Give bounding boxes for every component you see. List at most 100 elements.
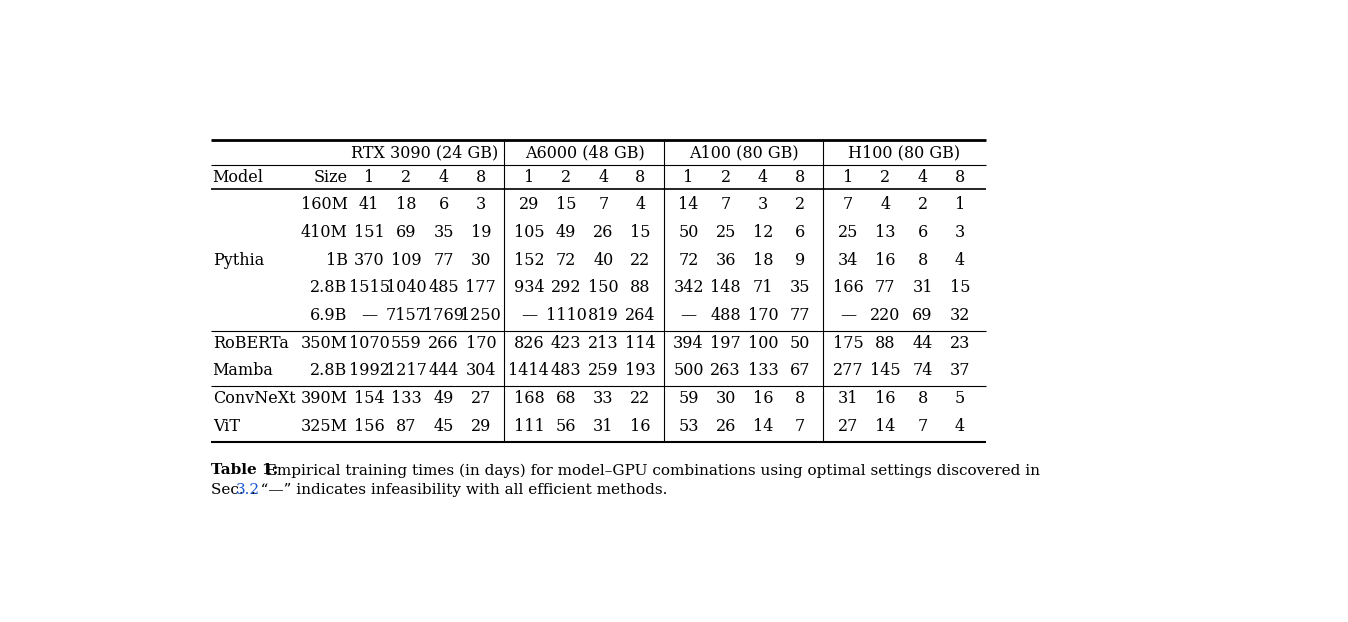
Text: 342: 342 — [673, 279, 704, 296]
Text: 87: 87 — [396, 418, 417, 435]
Text: 9: 9 — [795, 251, 805, 269]
Text: 2.8B: 2.8B — [310, 279, 348, 296]
Text: 2: 2 — [918, 196, 927, 213]
Text: 7: 7 — [795, 418, 805, 435]
Text: 69: 69 — [396, 224, 417, 241]
Text: 325M: 325M — [301, 418, 348, 435]
Text: Mamba: Mamba — [213, 363, 274, 379]
Text: 1769: 1769 — [423, 307, 464, 324]
Text: 4: 4 — [880, 196, 891, 213]
Text: 40: 40 — [593, 251, 613, 269]
Text: 36: 36 — [716, 251, 736, 269]
Text: 3: 3 — [758, 196, 768, 213]
Text: 1: 1 — [954, 196, 965, 213]
Text: 31: 31 — [838, 390, 859, 407]
Text: 18: 18 — [396, 196, 417, 213]
Text: 2: 2 — [880, 169, 891, 185]
Text: 934: 934 — [514, 279, 545, 296]
Text: 72: 72 — [555, 251, 576, 269]
Text: —: — — [520, 307, 537, 324]
Text: 2.8B: 2.8B — [310, 363, 348, 379]
Text: 6: 6 — [795, 224, 805, 241]
Text: 74: 74 — [913, 363, 933, 379]
Text: 1070: 1070 — [349, 335, 390, 351]
Text: 16: 16 — [875, 251, 895, 269]
Text: 156: 156 — [353, 418, 384, 435]
Text: 100: 100 — [748, 335, 778, 351]
Text: 4: 4 — [438, 169, 449, 185]
Text: ViT: ViT — [213, 418, 240, 435]
Text: 410M: 410M — [301, 224, 348, 241]
Text: 44: 44 — [913, 335, 933, 351]
Text: 37: 37 — [949, 363, 971, 379]
Text: 18: 18 — [752, 251, 774, 269]
Text: 4: 4 — [954, 251, 965, 269]
Text: 1: 1 — [683, 169, 694, 185]
Text: 3: 3 — [476, 196, 485, 213]
Text: 4: 4 — [635, 196, 646, 213]
Text: . “—” indicates infeasibility with all efficient methods.: . “—” indicates infeasibility with all e… — [252, 483, 667, 497]
Text: 26: 26 — [593, 224, 613, 241]
Text: 45: 45 — [434, 418, 454, 435]
Text: 33: 33 — [593, 390, 613, 407]
Text: 25: 25 — [716, 224, 736, 241]
Text: Sec.: Sec. — [212, 483, 248, 497]
Text: 31: 31 — [913, 279, 933, 296]
Text: 277: 277 — [833, 363, 864, 379]
Text: 32: 32 — [949, 307, 971, 324]
Text: 50: 50 — [790, 335, 810, 351]
Text: 68: 68 — [555, 390, 577, 407]
Text: 1B: 1B — [325, 251, 348, 269]
Text: 7: 7 — [721, 196, 731, 213]
Text: 14: 14 — [678, 196, 698, 213]
Text: 29: 29 — [519, 196, 539, 213]
Text: 4: 4 — [599, 169, 608, 185]
Text: —: — — [361, 307, 377, 324]
Text: 1110: 1110 — [546, 307, 586, 324]
Text: Size: Size — [313, 169, 348, 185]
Text: 2: 2 — [402, 169, 411, 185]
Text: 22: 22 — [631, 251, 651, 269]
Text: 145: 145 — [869, 363, 900, 379]
Text: Table 1:: Table 1: — [212, 463, 279, 477]
Text: 31: 31 — [593, 418, 613, 435]
Text: —: — — [681, 307, 697, 324]
Text: 175: 175 — [833, 335, 864, 351]
Text: 1250: 1250 — [461, 307, 501, 324]
Text: 170: 170 — [465, 335, 496, 351]
Text: 160M: 160M — [301, 196, 348, 213]
Text: 8: 8 — [476, 169, 485, 185]
Text: 26: 26 — [716, 418, 736, 435]
Text: 264: 264 — [625, 307, 655, 324]
Text: 15: 15 — [949, 279, 971, 296]
Text: 49: 49 — [555, 224, 576, 241]
Text: 1: 1 — [364, 169, 375, 185]
Text: 15: 15 — [631, 224, 651, 241]
Text: —: — — [840, 307, 856, 324]
Text: 8: 8 — [635, 169, 646, 185]
Text: 88: 88 — [631, 279, 651, 296]
Text: Empirical training times (in days) for model–GPU combinations using optimal sett: Empirical training times (in days) for m… — [256, 463, 1041, 478]
Text: 6: 6 — [918, 224, 927, 241]
Text: 8: 8 — [954, 169, 965, 185]
Text: 177: 177 — [465, 279, 496, 296]
Text: RTX 3090 (24 GB): RTX 3090 (24 GB) — [352, 144, 499, 161]
Text: 483: 483 — [551, 363, 581, 379]
Text: 59: 59 — [678, 390, 698, 407]
Text: 56: 56 — [555, 418, 577, 435]
Text: 49: 49 — [434, 390, 454, 407]
Text: 67: 67 — [790, 363, 810, 379]
Text: 2: 2 — [795, 196, 805, 213]
Text: 50: 50 — [678, 224, 698, 241]
Text: 8: 8 — [918, 251, 927, 269]
Text: 25: 25 — [838, 224, 859, 241]
Text: 29: 29 — [470, 418, 491, 435]
Text: 77: 77 — [875, 279, 895, 296]
Text: 423: 423 — [551, 335, 581, 351]
Text: RoBERTa: RoBERTa — [213, 335, 288, 351]
Text: 7157: 7157 — [386, 307, 427, 324]
Text: 559: 559 — [391, 335, 422, 351]
Text: 34: 34 — [838, 251, 859, 269]
Text: 390M: 390M — [301, 390, 348, 407]
Text: 13: 13 — [875, 224, 895, 241]
